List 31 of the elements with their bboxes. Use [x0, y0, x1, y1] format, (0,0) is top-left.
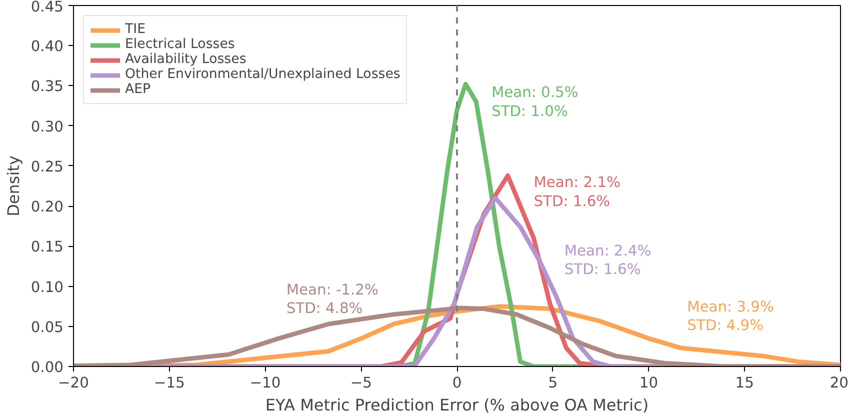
annotation: Mean: 2.1% STD: 1.6%: [534, 174, 621, 210]
y-tick-label: 0.30: [30, 118, 64, 136]
y-tick-label: 0.20: [30, 198, 64, 216]
y-tick-label: 0.10: [30, 278, 64, 296]
legend-label: Availability Losses: [125, 52, 246, 67]
legend-label: AEP: [125, 82, 151, 97]
annotation: Mean: 3.9% STD: 4.9%: [687, 298, 774, 334]
y-tick-label: 0.40: [30, 38, 64, 56]
x-tick-label: −10: [250, 374, 281, 392]
annotation: Mean: 0.5% STD: 1.0%: [492, 84, 578, 120]
y-tick-label: 0.05: [30, 318, 64, 336]
y-tick-label: 0.25: [30, 158, 64, 176]
x-tick-label: 15: [735, 374, 754, 392]
y-axis-title: Density: [4, 156, 23, 216]
x-tick-label: 10: [639, 374, 658, 392]
annotation: Mean: -1.2% STD: 4.8%: [286, 281, 378, 318]
y-tick-label: 0.45: [30, 0, 64, 16]
x-tick-label: −15: [154, 374, 185, 392]
x-tick-label: 5: [548, 374, 558, 392]
x-tick-label: 0: [452, 374, 462, 392]
x-tick-label: 20: [830, 374, 848, 392]
annotation: Mean: 2.4% STD: 1.6%: [564, 242, 652, 278]
y-tick-label: 0.35: [30, 78, 64, 96]
legend-label: Electrical Losses: [125, 37, 235, 52]
y-tick-label: 0.00: [30, 359, 64, 376]
legend-label: Other Environmental/Unexplained Losses: [125, 67, 400, 82]
x-tick-label: −5: [350, 374, 372, 392]
legend-label: TIE: [125, 22, 146, 37]
x-axis-title: EYA Metric Prediction Error (% above OA Metric): [265, 396, 649, 414]
x-tick-label: −20: [58, 374, 89, 392]
y-tick-label: 0.15: [30, 238, 64, 256]
